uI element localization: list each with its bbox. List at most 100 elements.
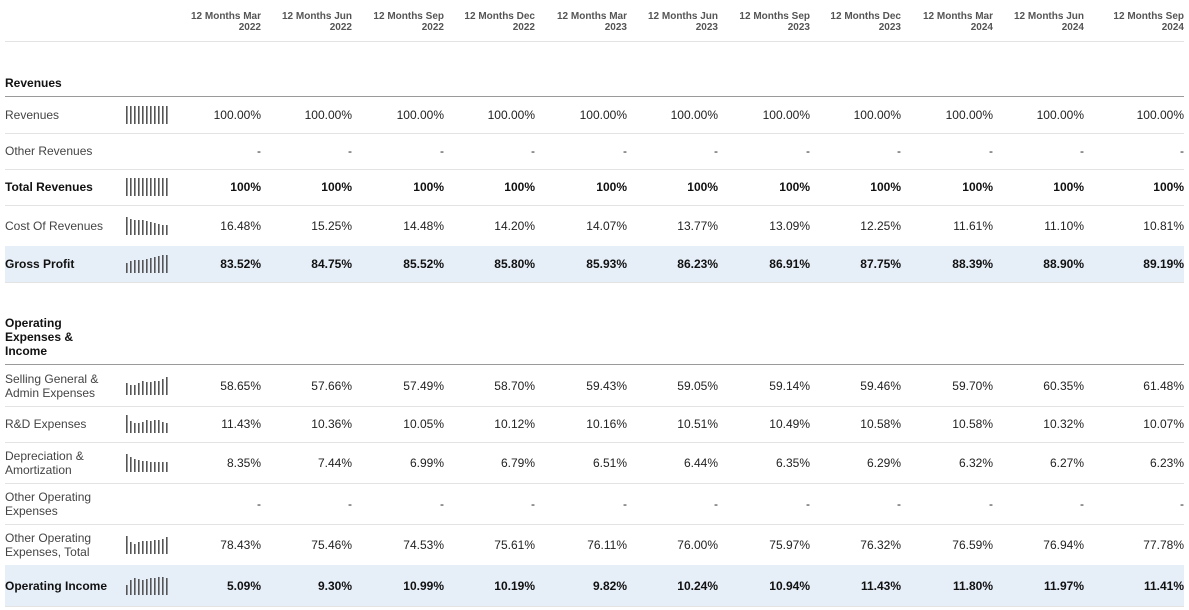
table-cell: 85.80%: [494, 257, 535, 271]
table-cell: 75.46%: [311, 538, 352, 552]
sparkline-bar: [138, 542, 140, 554]
table-cell: 57.66%: [311, 379, 352, 393]
table-cell: 10.19%: [494, 579, 535, 593]
sparkline-chart: [126, 536, 168, 554]
row-divider: [5, 205, 1184, 206]
table-cell: 11.80%: [952, 579, 993, 593]
sparkline-chart: [126, 577, 168, 595]
row-label: Other Operating Expenses: [5, 490, 92, 518]
column-header[interactable]: 12 Months Dec 2023: [830, 11, 901, 33]
table-cell: -: [257, 497, 261, 511]
table-cell: -: [623, 144, 627, 158]
sparkline-bar: [166, 462, 168, 472]
sparkline-bar: [146, 461, 148, 472]
table-cell: 14.07%: [586, 219, 627, 233]
table-cell: -: [897, 497, 901, 511]
row-label: Cost Of Revenues: [5, 219, 104, 233]
table-cell: 57.49%: [403, 379, 444, 393]
table-cell: 89.19%: [1143, 257, 1184, 271]
table-cell: 100.00%: [1136, 108, 1184, 122]
table-cell: -: [531, 497, 535, 511]
table-cell: 10.16%: [586, 417, 627, 431]
column-header[interactable]: 12 Months Mar 2024: [922, 11, 993, 33]
table-cell: 100.00%: [396, 108, 444, 122]
table-cell: 6.99%: [409, 456, 444, 470]
sparkline-bar: [162, 462, 164, 472]
table-row: Other Operating Expenses, Total 78.43% 75.…: [5, 524, 1184, 565]
table-cell: 6.79%: [500, 456, 535, 470]
sparkline-bar: [162, 106, 164, 124]
table-cell: 60.35%: [1043, 379, 1084, 393]
sparkline-bar: [162, 422, 164, 433]
sparkline-bar: [146, 221, 148, 235]
table-cell: 61.48%: [1143, 379, 1184, 393]
table-row: Total Revenues 100% 100% 100% 100% 100% 100% 10…: [5, 169, 1184, 205]
sparkline-bar: [130, 106, 132, 124]
sparkline-bar: [134, 260, 136, 273]
sparkline-bar: [166, 225, 168, 235]
table-cell: 58.65%: [220, 379, 261, 393]
sparkline-bar: [162, 379, 164, 395]
table-cell: 10.49%: [769, 417, 810, 431]
table-cell: -: [348, 497, 352, 511]
table-cell: 76.00%: [677, 538, 718, 552]
sparkline-bar: [134, 178, 136, 196]
table-cell: -: [348, 144, 352, 158]
table-cell: 85.52%: [403, 257, 444, 271]
column-header[interactable]: 12 Months Dec 2022: [464, 11, 535, 33]
row-label: Gross Profit: [5, 257, 75, 271]
table-cell: -: [1180, 497, 1184, 511]
sparkline-bar: [162, 539, 164, 554]
column-header[interactable]: 12 Months Jun 2023: [647, 11, 718, 33]
table-cell: 88.90%: [1043, 257, 1084, 271]
table-cell: -: [806, 497, 810, 511]
sparkline-bar: [146, 541, 148, 554]
row-divider: [5, 282, 1184, 283]
table-cell: -: [1080, 497, 1084, 511]
sparkline-bar: [154, 381, 156, 395]
table-cell: 75.97%: [769, 538, 810, 552]
header-divider: [5, 41, 1184, 42]
table-cell: 11.97%: [1043, 579, 1084, 593]
table-cell: 10.58%: [952, 417, 993, 431]
table-cell: 10.94%: [769, 579, 810, 593]
table-cell: 83.52%: [220, 257, 261, 271]
sparkline-bar: [126, 106, 128, 124]
sparkline-bar: [142, 422, 144, 433]
sparkline-bar: [130, 385, 132, 395]
sparkline-bar: [158, 577, 160, 595]
sparkline-chart: [126, 377, 168, 395]
column-header[interactable]: 12 Months Mar 2022: [190, 11, 261, 33]
table-cell: 9.30%: [317, 579, 352, 593]
sparkline-bar: [146, 178, 148, 196]
table-cell: 59.05%: [677, 379, 718, 393]
table-cell: 100.00%: [762, 108, 810, 122]
sparkline-bar: [154, 420, 156, 433]
sparkline-bar: [166, 377, 168, 395]
column-header[interactable]: 12 Months Mar 2023: [556, 11, 627, 33]
column-header[interactable]: 12 Months Jun 2022: [281, 11, 352, 33]
column-header[interactable]: 12 Months Sep 2022: [373, 11, 444, 33]
column-header[interactable]: 12 Months Sep 2024: [1113, 11, 1184, 33]
column-header[interactable]: 12 Months Sep 2023: [739, 11, 810, 33]
table-cell: 10.36%: [311, 417, 352, 431]
sparkline-bar: [154, 257, 156, 273]
table-cell: 100%: [687, 180, 718, 194]
sparkline-chart: [126, 106, 168, 124]
table-cell: 13.77%: [677, 219, 718, 233]
table-row: Cost Of Revenues 16.48% 15.25% 14.48% 14.20%…: [5, 205, 1184, 246]
row-divider: [5, 406, 1184, 407]
table-cell: 10.81%: [1143, 219, 1184, 233]
sparkline-bar: [142, 106, 144, 124]
sparkline-chart: [126, 178, 168, 196]
table-cell: 100%: [413, 180, 444, 194]
sparkline-chart: [126, 217, 168, 235]
sparkline-chart: [126, 415, 168, 433]
table-cell: -: [714, 144, 718, 158]
table-cell: 76.59%: [952, 538, 993, 552]
sparkline-bar: [142, 541, 144, 554]
row-divider: [5, 133, 1184, 134]
table-cell: 59.43%: [586, 379, 627, 393]
column-header[interactable]: 12 Months Jun 2024: [1013, 11, 1084, 33]
sparkline-bar: [130, 421, 132, 433]
